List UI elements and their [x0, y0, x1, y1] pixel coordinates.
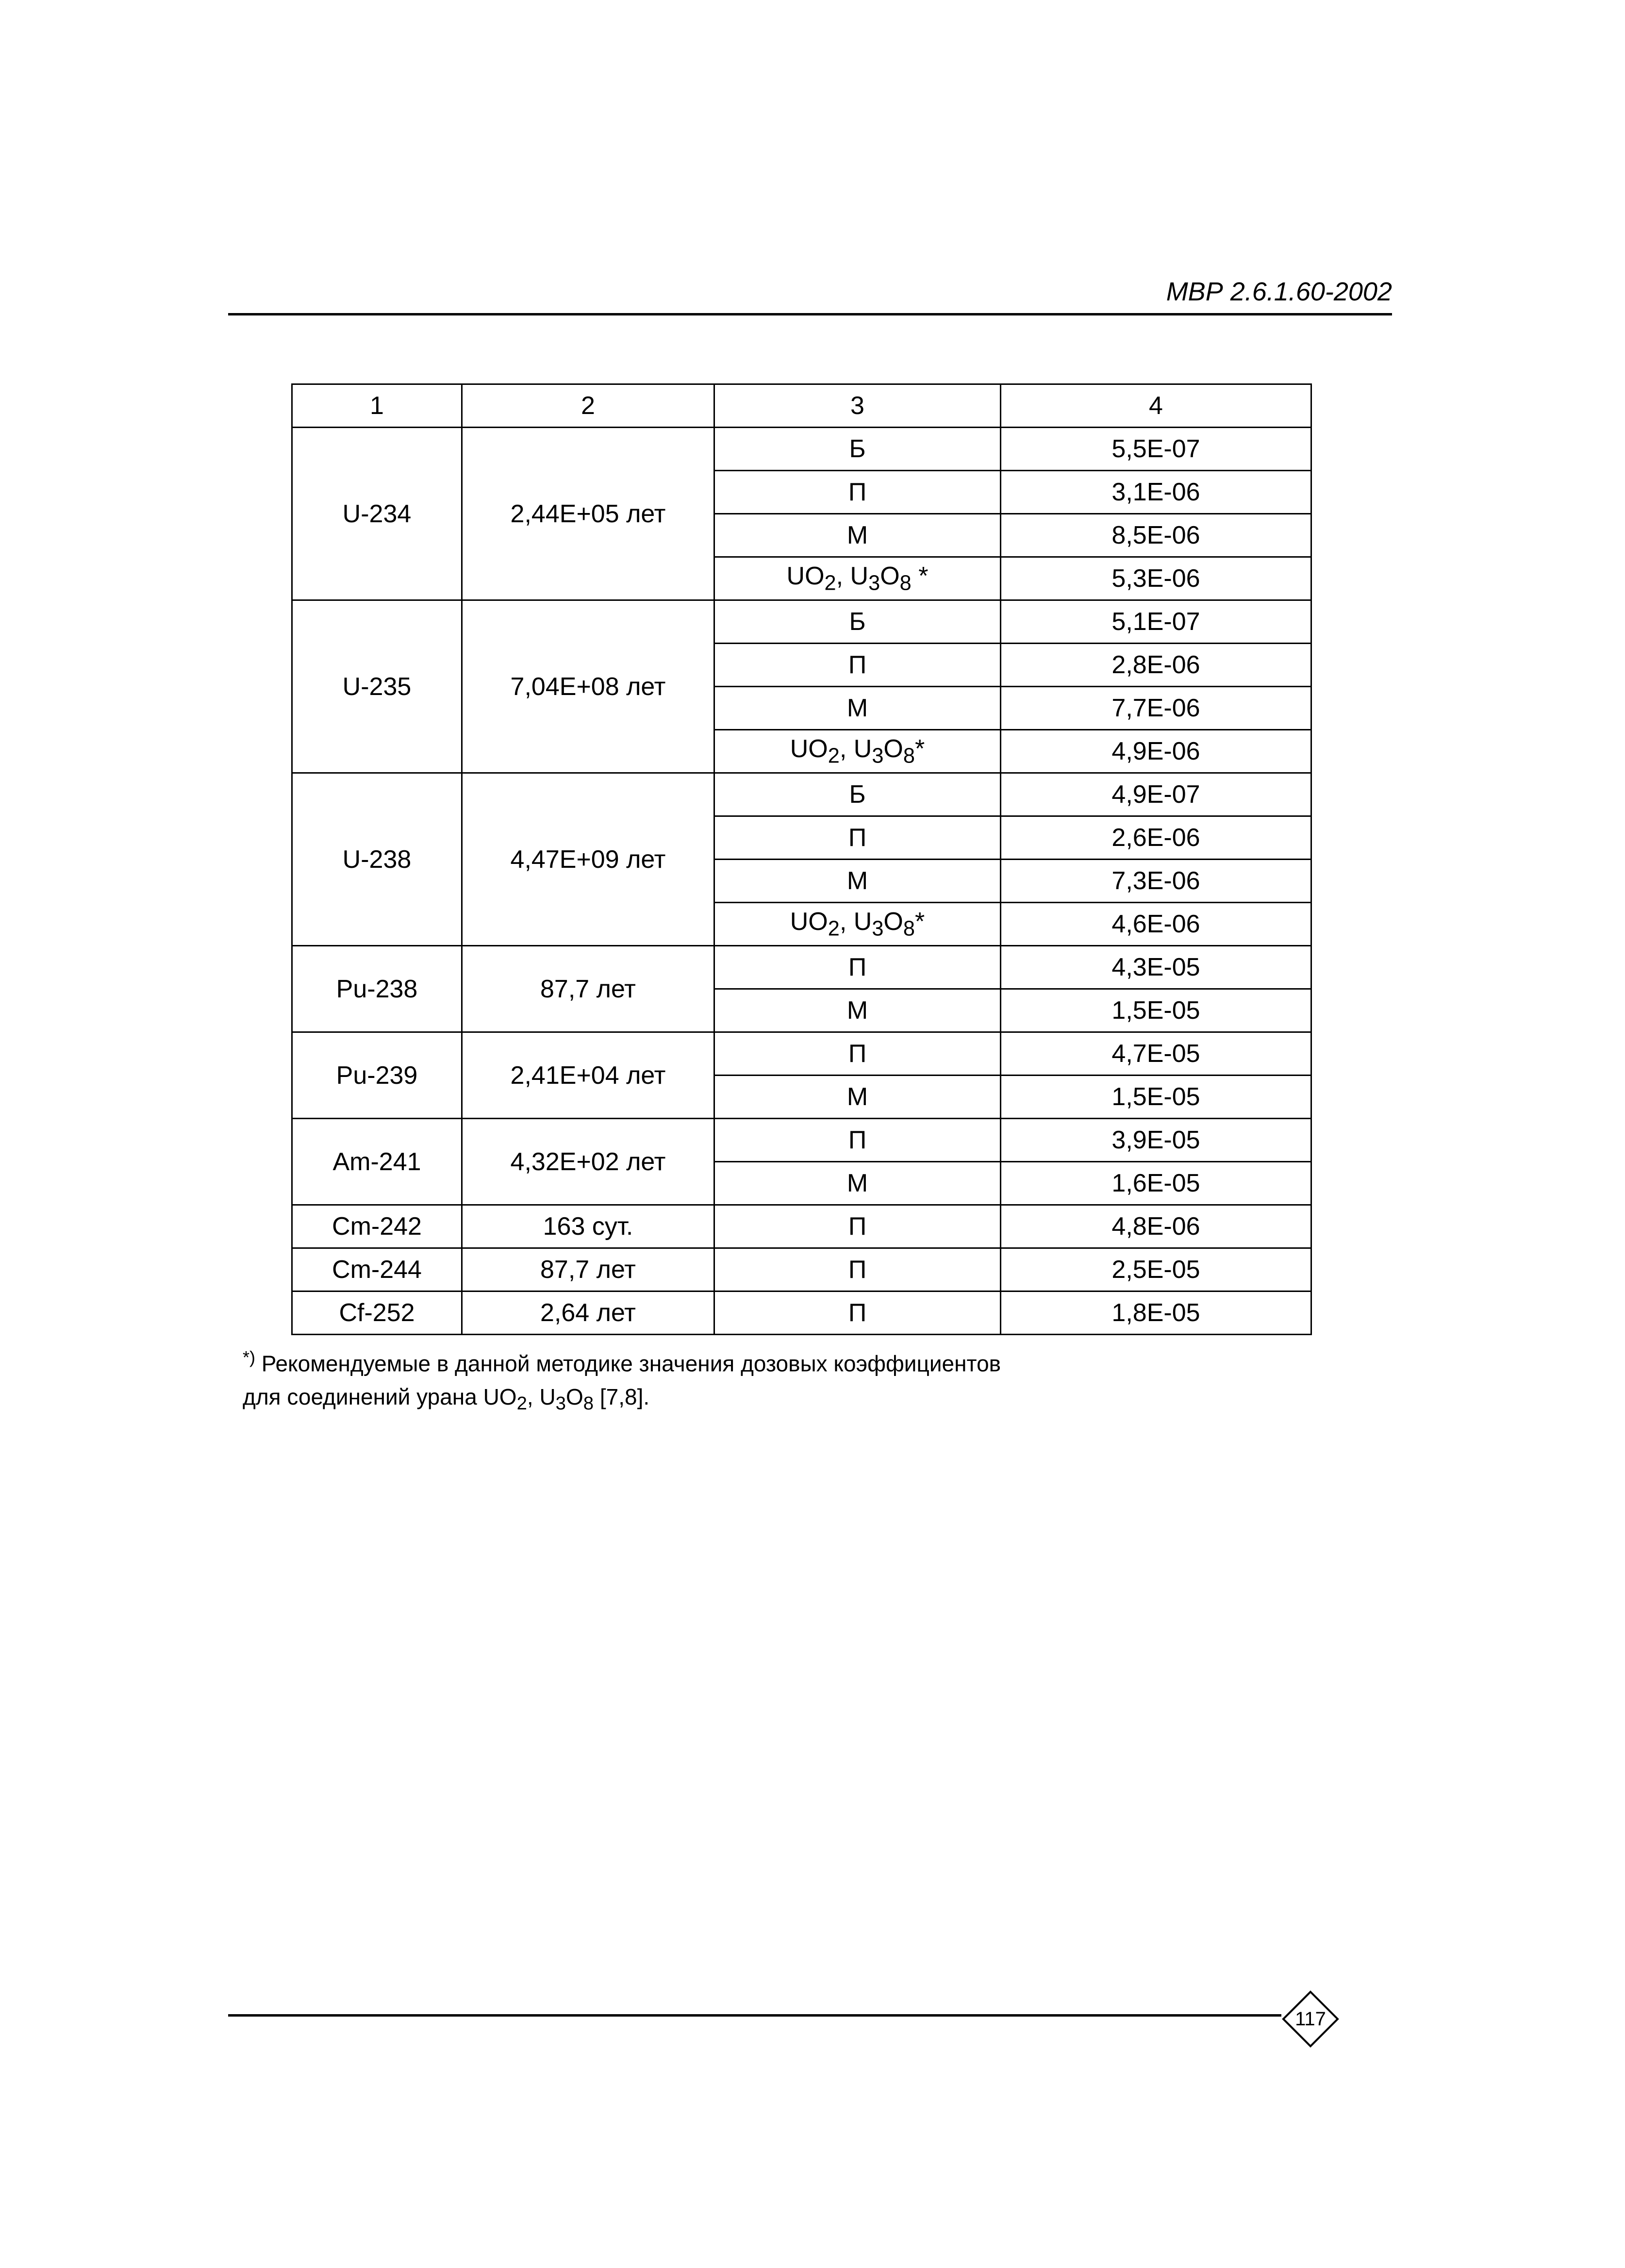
type-cell: М: [714, 989, 1001, 1032]
nuclide-cell: Pu-239: [292, 1032, 462, 1119]
value-cell: 5,5E-07: [1001, 428, 1311, 471]
value-cell: 5,3E-06: [1001, 557, 1311, 600]
nuclide-cell: U-238: [292, 773, 462, 946]
footnote-text-line2-prefix: для соединений урана: [243, 1384, 483, 1409]
value-cell: 4,9E-06: [1001, 730, 1311, 773]
value-cell: 3,9E-05: [1001, 1119, 1311, 1162]
table-row: U-2384,47E+09 летБ4,9E-07: [292, 773, 1311, 816]
nuclide-cell: Pu-238: [292, 946, 462, 1032]
halflife-cell: 87,7 лет: [462, 946, 714, 1032]
type-cell: М: [714, 860, 1001, 903]
type-cell: М: [714, 514, 1001, 557]
value-cell: 5,1E-07: [1001, 600, 1311, 644]
nuclide-cell: Cm-242: [292, 1205, 462, 1248]
header-rule: [228, 313, 1392, 315]
value-cell: 1,5E-05: [1001, 989, 1311, 1032]
footnote-chem: UO2, U3O8: [483, 1384, 594, 1409]
table-row: Cm-242163 сут.П4,8E-06: [292, 1205, 1311, 1248]
page: МВР 2.6.1.60-2002 1234U-2342,44E+05 летБ…: [0, 0, 1625, 2268]
value-cell: 2,6E-06: [1001, 816, 1311, 860]
table-header-cell: 4: [1001, 384, 1311, 428]
halflife-cell: 4,32E+02 лет: [462, 1119, 714, 1205]
type-cell: UO2, U3O8*: [714, 730, 1001, 773]
value-cell: 4,3E-05: [1001, 946, 1311, 989]
table-header-row: 1234: [292, 384, 1311, 428]
value-cell: 4,7E-05: [1001, 1032, 1311, 1076]
type-cell: П: [714, 1205, 1001, 1248]
type-cell: UO2, U3O8*: [714, 903, 1001, 946]
type-cell: UO2, U3O8 *: [714, 557, 1001, 600]
halflife-cell: 4,47E+09 лет: [462, 773, 714, 946]
table-row: Am-2414,32E+02 летП3,9E-05: [292, 1119, 1311, 1162]
value-cell: 4,8E-06: [1001, 1205, 1311, 1248]
table-header-cell: 3: [714, 384, 1001, 428]
table-header-cell: 1: [292, 384, 462, 428]
halflife-cell: 163 сут.: [462, 1205, 714, 1248]
type-cell: П: [714, 816, 1001, 860]
type-cell: П: [714, 1291, 1001, 1335]
halflife-cell: 2,41E+04 лет: [462, 1032, 714, 1119]
type-cell: П: [714, 1119, 1001, 1162]
type-cell: П: [714, 946, 1001, 989]
type-cell: Б: [714, 428, 1001, 471]
halflife-cell: 7,04E+08 лет: [462, 600, 714, 773]
document-code: МВР 2.6.1.60-2002: [1166, 277, 1392, 307]
table-row: Pu-2392,41E+04 летП4,7E-05: [292, 1032, 1311, 1076]
type-cell: М: [714, 687, 1001, 730]
value-cell: 1,5E-05: [1001, 1076, 1311, 1119]
halflife-cell: 2,64 лет: [462, 1291, 714, 1335]
type-cell: П: [714, 1248, 1001, 1291]
table-row: U-2342,44E+05 летБ5,5E-07: [292, 428, 1311, 471]
type-cell: П: [714, 471, 1001, 514]
value-cell: 2,5E-05: [1001, 1248, 1311, 1291]
value-cell: 4,6E-06: [1001, 903, 1311, 946]
footnote: *) Рекомендуемые в данной методике значе…: [243, 1344, 1382, 1418]
type-cell: Б: [714, 600, 1001, 644]
type-cell: М: [714, 1162, 1001, 1205]
halflife-cell: 2,44E+05 лет: [462, 428, 714, 600]
table-row: Pu-23887,7 летП4,3E-05: [292, 946, 1311, 989]
table-header-cell: 2: [462, 384, 714, 428]
nuclide-cell: Am-241: [292, 1119, 462, 1205]
footnote-text-line1: Рекомендуемые в данной методике значения…: [262, 1351, 1001, 1376]
type-cell: П: [714, 644, 1001, 687]
footer-rule: [228, 2014, 1281, 2017]
footnote-marker: *): [243, 1347, 255, 1367]
value-cell: 1,8E-05: [1001, 1291, 1311, 1335]
type-cell: М: [714, 1076, 1001, 1119]
value-cell: 7,3E-06: [1001, 860, 1311, 903]
dose-coefficients-table-wrap: 1234U-2342,44E+05 летБ5,5E-07П3,1E-06М8,…: [291, 383, 1310, 1335]
halflife-cell: 87,7 лет: [462, 1248, 714, 1291]
table-row: Cf-2522,64 летП1,8E-05: [292, 1291, 1311, 1335]
page-number: 117: [1281, 1990, 1340, 2048]
value-cell: 1,6E-05: [1001, 1162, 1311, 1205]
value-cell: 7,7E-06: [1001, 687, 1311, 730]
nuclide-cell: Cm-244: [292, 1248, 462, 1291]
page-number-marker: 117: [1281, 1990, 1340, 2048]
value-cell: 2,8E-06: [1001, 644, 1311, 687]
table-row: U-2357,04E+08 летБ5,1E-07: [292, 600, 1311, 644]
nuclide-cell: Cf-252: [292, 1291, 462, 1335]
value-cell: 4,9E-07: [1001, 773, 1311, 816]
nuclide-cell: U-234: [292, 428, 462, 600]
value-cell: 8,5E-06: [1001, 514, 1311, 557]
type-cell: П: [714, 1032, 1001, 1076]
type-cell: Б: [714, 773, 1001, 816]
dose-coefficients-table: 1234U-2342,44E+05 летБ5,5E-07П3,1E-06М8,…: [291, 383, 1312, 1335]
value-cell: 3,1E-06: [1001, 471, 1311, 514]
footnote-text-line2-suffix: [7,8].: [594, 1384, 649, 1409]
table-row: Cm-24487,7 летП2,5E-05: [292, 1248, 1311, 1291]
nuclide-cell: U-235: [292, 600, 462, 773]
